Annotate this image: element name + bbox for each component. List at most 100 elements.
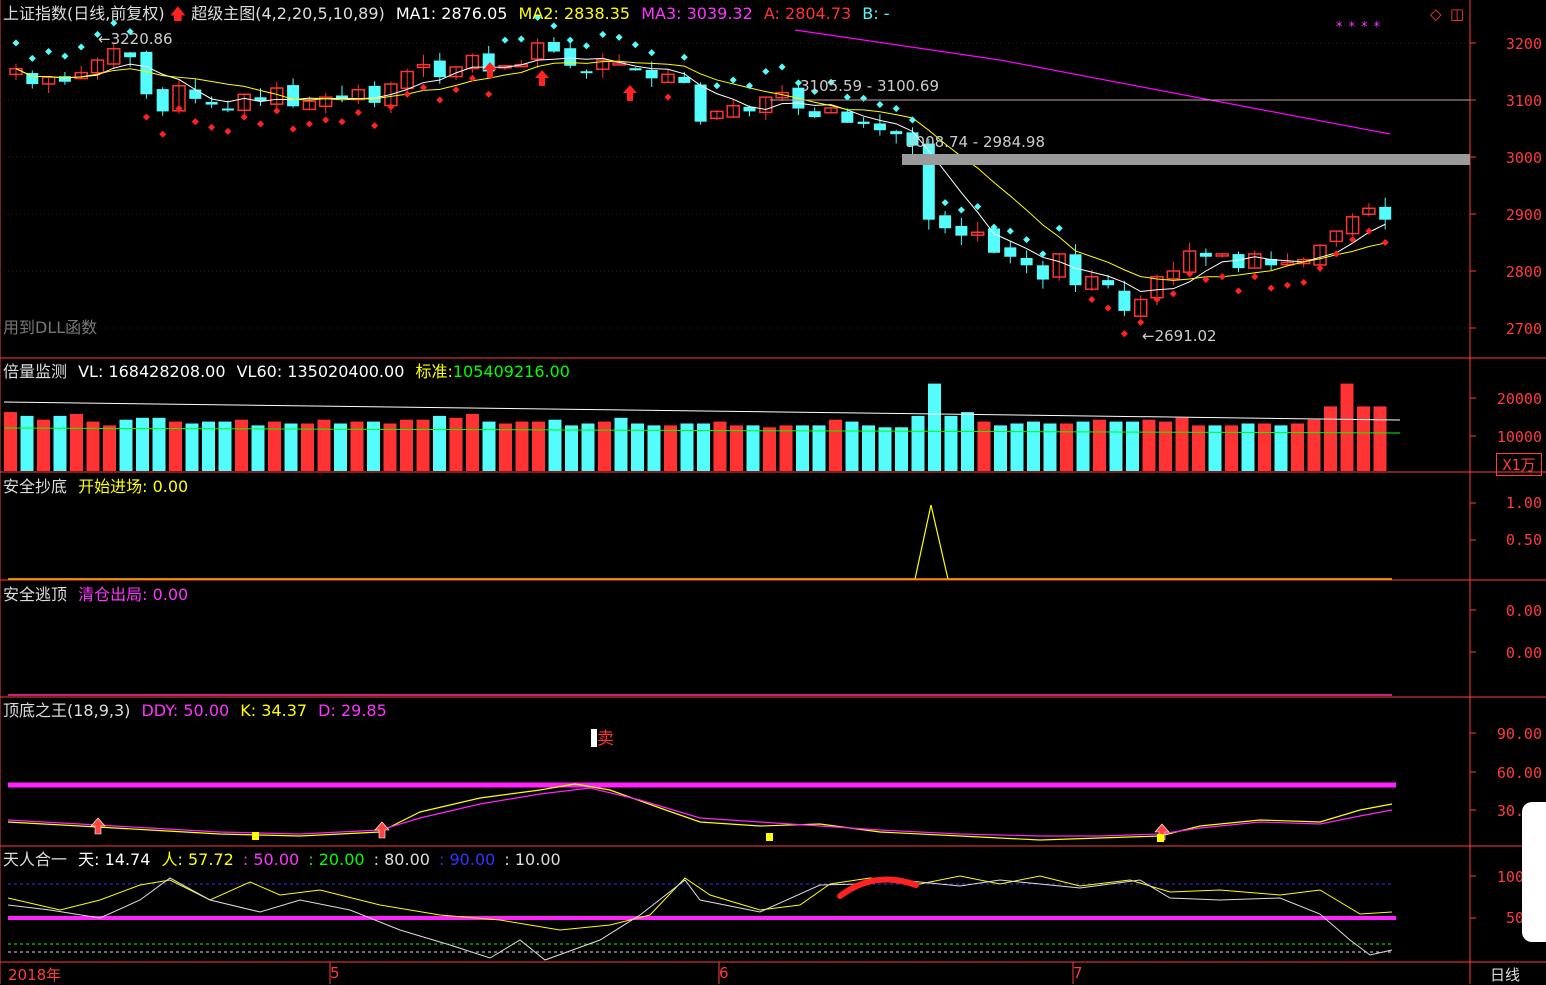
resistance-dot [517, 35, 525, 43]
tianren-v1: : 50.00 [242, 850, 300, 869]
volume-bar [961, 412, 974, 471]
volume-bar [449, 417, 463, 471]
candle-down [890, 131, 903, 135]
volume-bar [1076, 421, 1090, 471]
support-dot [354, 109, 362, 117]
volume-bar [466, 414, 479, 471]
candle-up [775, 91, 789, 99]
volume-bar [746, 425, 760, 471]
candle-down [955, 225, 968, 236]
tianren-title: 天人合一 [3, 850, 68, 869]
candle-up [318, 96, 333, 108]
candle-down [694, 84, 707, 122]
volume-bar [845, 421, 859, 471]
volume-bar [1060, 423, 1073, 471]
candle-down [873, 123, 886, 131]
support-dot [1169, 290, 1177, 298]
volume-bar [631, 423, 644, 471]
red-signal-arc [837, 876, 919, 899]
support-dot [322, 116, 330, 124]
tianren-ren: 人: 57.72 [161, 850, 234, 869]
volume-bar [1274, 425, 1288, 471]
support-dot [371, 122, 379, 130]
volume-bar [1175, 417, 1189, 471]
volume-bar [862, 425, 875, 471]
resistance-dot [827, 78, 835, 86]
kdj-axis-90: 90.00 [1496, 725, 1542, 743]
support-dot [1283, 281, 1291, 289]
ma2-value: MA2: 2838.35 [518, 4, 631, 23]
top-axis-0b: 0.00 [1505, 644, 1542, 662]
candle-up [107, 47, 121, 65]
candle-down [1379, 206, 1392, 220]
volume-bar [614, 417, 628, 471]
main-axis-3000: 3000 [1505, 149, 1542, 167]
volume-bar [202, 421, 215, 471]
volume-bar [878, 427, 892, 471]
candle-up [1133, 298, 1148, 317]
volume-bar [548, 419, 562, 471]
ma3-value: MA3: 3039.32 [641, 4, 753, 23]
volume-bar [416, 419, 430, 471]
resistance-dot [908, 116, 917, 124]
candle-down [629, 68, 642, 71]
volume-unit[interactable]: X1万 [1496, 453, 1542, 476]
volume-bar [796, 425, 809, 471]
candle-down [580, 71, 593, 74]
volume-bar [598, 421, 611, 471]
support-dot [436, 96, 444, 104]
main-indicator[interactable]: 超级主图(4,2,20,5,10,89) [191, 4, 385, 23]
support-dot [1267, 284, 1275, 292]
panel-toggle-icon[interactable]: ◫ [1450, 5, 1465, 23]
support-dot [1104, 304, 1112, 312]
volume-bar [1373, 406, 1387, 471]
sell-signal: 卖 [591, 729, 614, 749]
annotation-range-2: 3008.74 - 2984.98 [906, 133, 1046, 151]
candle-down [124, 52, 137, 58]
support-dot [142, 113, 150, 121]
candle-up [759, 96, 773, 114]
volume-axis-20000: 20000 [1496, 390, 1542, 408]
std-value: 105409216.00 [452, 362, 570, 381]
xaxis-year: 2018年 [8, 966, 62, 984]
kdj-ddy: DDY: 50.00 [141, 701, 230, 720]
candle-up [465, 54, 480, 70]
support-dot [1381, 238, 1389, 247]
resistance-dot [762, 67, 770, 76]
b-value: B: - [862, 4, 890, 23]
resistance-dot [615, 33, 623, 41]
up-arrow-icon [535, 70, 549, 86]
period-label[interactable]: 日线 [1490, 966, 1521, 984]
volume-bar [284, 423, 298, 471]
candle-down [939, 215, 952, 229]
volume-bar [218, 421, 232, 471]
candle-up [661, 73, 675, 84]
resistance-dot [729, 76, 737, 84]
candle-down [1036, 265, 1049, 280]
candle-up [530, 42, 545, 60]
support-dot [289, 125, 297, 133]
candle-up [1215, 253, 1229, 257]
candle-down [433, 60, 446, 78]
side-handle[interactable] [1522, 802, 1546, 942]
bottom-panel-title: 安全抄底 [3, 477, 68, 496]
tianren-tian: 天: 14.74 [78, 850, 151, 869]
resistance-dot [45, 48, 53, 56]
candle-down [221, 108, 234, 111]
resistance-dot [778, 63, 786, 71]
candle-down [287, 85, 300, 107]
vl-value: VL: 168428208.00 [78, 362, 226, 381]
candle-down [58, 76, 71, 82]
diamond-icon[interactable]: ◇ [1430, 5, 1442, 23]
volume-bar [400, 419, 413, 471]
volume-bar [713, 421, 727, 471]
tian-line [7, 877, 1393, 961]
xaxis-may: 5 [330, 964, 340, 982]
candle-down [1004, 247, 1017, 257]
volume-bar [911, 415, 925, 471]
support-dot [224, 127, 232, 135]
volume-bar [1192, 425, 1205, 471]
volume-bar [565, 425, 578, 471]
